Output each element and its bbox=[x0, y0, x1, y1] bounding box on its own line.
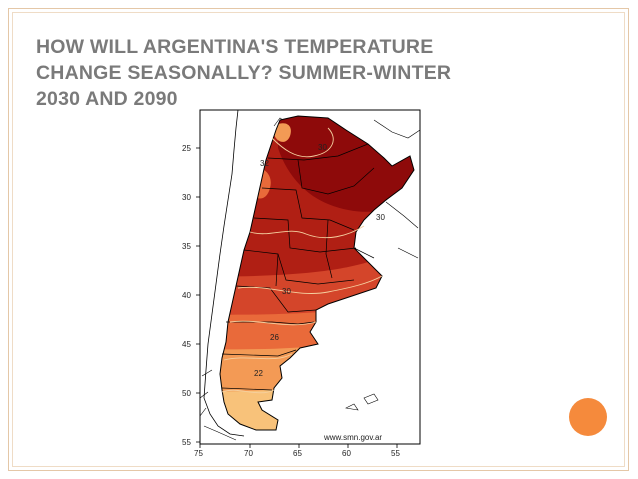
title-line-3: 2030 AND 2090 bbox=[36, 88, 178, 110]
map-svg: 25 30 35 40 45 50 55 75 70 65 60 55 30 3… bbox=[182, 109, 421, 458]
contour-label-26: 26 bbox=[270, 333, 279, 342]
contour-label-32: 32 bbox=[260, 159, 269, 168]
y-label-45: 45 bbox=[182, 340, 191, 349]
falklands-outline bbox=[345, 393, 379, 411]
y-label-30: 30 bbox=[182, 193, 191, 202]
slide-frame-outer bbox=[8, 8, 629, 471]
slide-title: HOW WILL ARGENTINA'S TEMPERATURE CHANGE … bbox=[36, 34, 556, 112]
province-borders bbox=[221, 143, 375, 391]
contour-label-30-central: 30 bbox=[282, 287, 291, 296]
y-label-40: 40 bbox=[182, 291, 191, 300]
y-label-25: 25 bbox=[182, 144, 191, 153]
y-label-50: 50 bbox=[182, 389, 191, 398]
decorative-orange-circle bbox=[569, 398, 607, 436]
neighbour-borders bbox=[373, 119, 421, 259]
contour-label-30-east: 30 bbox=[376, 213, 385, 222]
title-line-2: CHANGE SEASONALLY? SUMMER-WINTER bbox=[36, 62, 452, 84]
title-line-1: HOW WILL ARGENTINA'S TEMPERATURE bbox=[36, 36, 434, 58]
andes-cool-spot-north bbox=[274, 123, 291, 142]
chile-coast-outline bbox=[203, 109, 245, 437]
source-watermark: www.smn.gov.ar bbox=[323, 433, 382, 442]
axis-ticks bbox=[196, 147, 398, 448]
argentina-temperature-map: 25 30 35 40 45 50 55 75 70 65 60 55 30 3… bbox=[178, 108, 422, 458]
x-label-65: 65 bbox=[293, 449, 302, 458]
argentina-outline bbox=[219, 115, 415, 431]
x-label-55: 55 bbox=[391, 449, 400, 458]
y-label-55: 55 bbox=[182, 438, 191, 447]
x-label-60: 60 bbox=[342, 449, 351, 458]
fjords-outline bbox=[199, 369, 237, 441]
slide-frame-inner bbox=[12, 12, 625, 467]
contour-label-30-north: 30 bbox=[318, 143, 327, 152]
contour-lines bbox=[221, 127, 383, 394]
contour-label-22: 22 bbox=[254, 369, 263, 378]
x-label-75: 75 bbox=[194, 449, 203, 458]
y-label-35: 35 bbox=[182, 242, 191, 251]
x-label-70: 70 bbox=[244, 449, 253, 458]
